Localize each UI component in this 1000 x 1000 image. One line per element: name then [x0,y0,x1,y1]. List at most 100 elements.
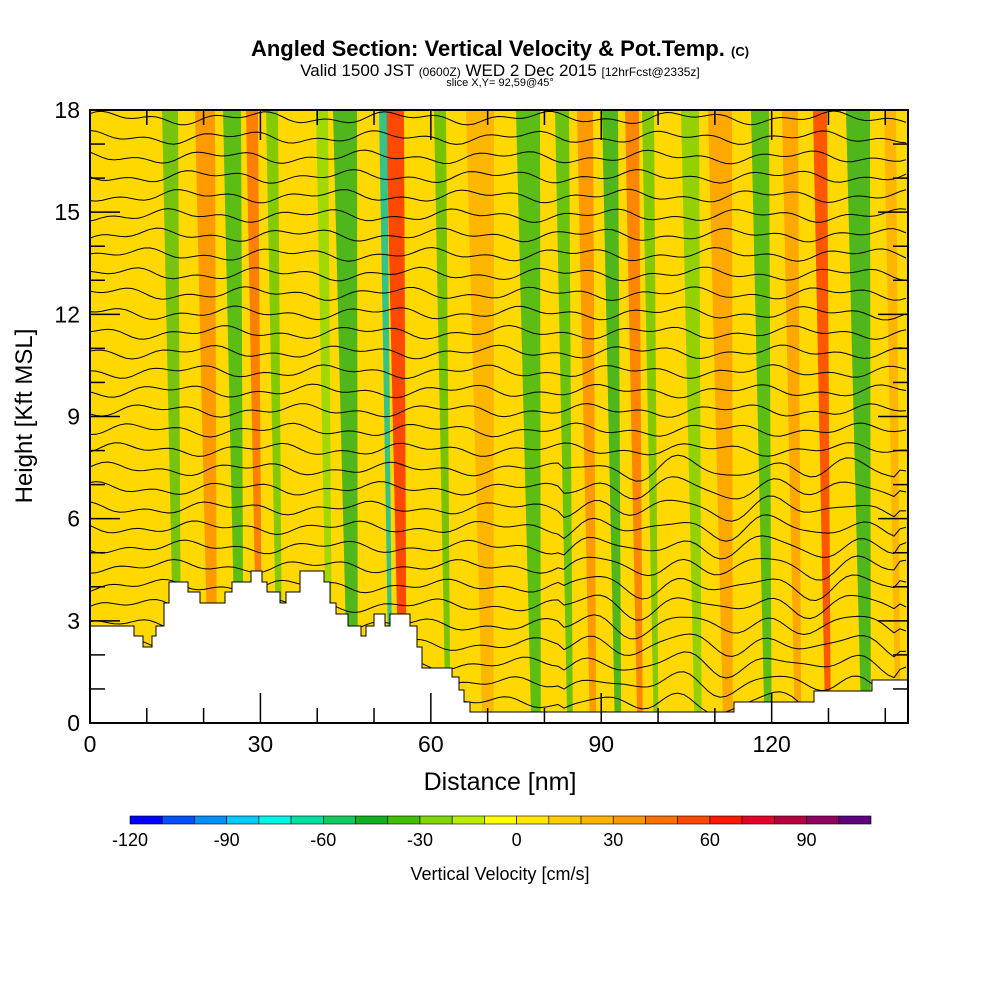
colorbar-segment [323,815,356,825]
x-tick-label: 60 [418,731,444,757]
colorbar-tick-label: -30 [407,830,433,850]
y-tick-label: 6 [67,506,80,532]
vertical-velocity-band [195,110,217,723]
vertical-velocity-band [625,110,643,723]
colorbar-segment [580,815,614,825]
colorbar-segment [806,815,840,825]
potential-temperature-contour [90,208,907,224]
potential-temperature-contour [90,442,907,457]
potential-temperature-contour [90,246,907,262]
y-axis-label: Height [Kft MSL] [11,329,38,504]
utc-time: (0600Z) [418,65,461,79]
vertical-velocity-band [846,110,871,723]
colorbar-segment [709,815,743,825]
potential-temperature-contour [90,227,907,243]
potential-temperature-contour [90,574,907,602]
chart-subtitle: Valid 1500 JST (0600Z) WED 2 Dec 2015 [1… [0,61,1000,81]
colorbar-segment [355,815,389,825]
colorbar-tick-label: -120 [112,830,148,850]
vertical-velocity-band [577,110,597,723]
y-tick-label: 15 [54,199,80,225]
potential-temperature-contour [90,514,907,542]
vertical-velocity-band [466,110,494,723]
forecast-info: [12hrFcst@2335z] [601,65,700,79]
potential-temperature-contour [90,383,907,399]
vertical-velocity-band [602,110,622,723]
potential-temperature-contour [90,188,907,204]
y-tick-label: 0 [67,710,80,736]
colorbar-tick-label: 30 [603,830,623,850]
colorbar-tick-label: 0 [512,830,522,850]
potential-temperature-contour [90,403,907,418]
y-tick-label: 9 [67,404,80,430]
y-tick-label: 3 [67,608,80,634]
potential-temperature-contour [90,169,907,184]
potential-temperature-contour [90,454,907,482]
x-tick-label: 30 [248,731,274,757]
potential-temperature-contour [90,149,907,165]
vertical-velocity-band [813,110,831,723]
terrain [89,570,909,724]
potential-temperature-contour [90,476,907,500]
vertical-velocity-band [555,110,573,723]
vertical-velocity-band [681,110,702,723]
colorbar-segment [161,815,195,825]
colorbar-segment [129,815,163,825]
colorbar-segment [419,815,453,825]
potential-temperature-contour [90,324,907,340]
vertical-velocity-band [516,110,541,723]
colorbar-segment [612,815,646,825]
potential-temperature-contour [90,305,907,321]
potential-temperature-contour [90,422,907,438]
vertical-velocity-band [386,110,407,723]
colorbar-segment [677,815,711,825]
colorbar-segment [548,815,582,825]
colorbar-tick-label: -60 [310,830,336,850]
vertical-velocity-band [434,110,451,723]
vertical-velocity-band [266,110,283,723]
colorbar-label: Vertical Velocity [cm/s] [410,864,589,884]
colorbar-segment [451,815,485,825]
colorbar-segment [774,815,807,825]
potential-temperature-contour [90,344,907,360]
potential-temperature-contour [90,535,907,560]
title-suffix: (C) [731,44,750,59]
vertical-velocity-band [333,110,358,723]
y-tick-label: 12 [54,301,80,327]
vertical-velocity-band [162,110,182,723]
colorbar-segment [516,815,550,825]
vertical-velocity-band [316,110,333,723]
x-tick-label: 120 [752,731,790,757]
potential-temperature-contour [90,130,907,145]
colorbar-segment [290,815,324,825]
colorbar-segment [645,815,678,825]
colorbar-segment [387,815,421,825]
potential-temperature-contour [90,495,907,522]
x-tick-label: 0 [84,731,97,757]
vertical-velocity-band [223,110,244,723]
colorbar-segment [226,815,260,825]
colorbar-segment [741,815,775,825]
potential-temperature-contour [90,266,907,282]
colorbar-tick-label: -90 [214,830,240,850]
colorbar-segment [838,815,872,825]
valid-date: WED 2 Dec 2015 [465,61,597,80]
x-axis-label: Distance [nm] [424,768,577,796]
vertical-velocity-band [751,110,772,723]
vertical-velocity-band [708,110,733,723]
potential-temperature-contour [90,110,907,126]
colorbar-tick-label: 60 [700,830,720,850]
vertical-velocity-band [642,110,659,723]
colorbar-segment [484,815,517,825]
vertical-velocity-band [782,110,802,723]
vertical-velocity-band [246,110,263,723]
chart-title: Angled Section: Vertical Velocity & Pot.… [0,36,1000,62]
x-tick-label: 90 [588,731,614,757]
valid-time: Valid 1500 JST [300,61,414,80]
y-tick-label: 18 [54,97,80,123]
slice-label: slice X,Y= 92,59@45° [446,77,554,89]
potential-temperature-contour [90,286,907,302]
title-text: Angled Section: Vertical Velocity & Pot.… [250,36,725,61]
potential-temperature-contour [90,555,907,581]
